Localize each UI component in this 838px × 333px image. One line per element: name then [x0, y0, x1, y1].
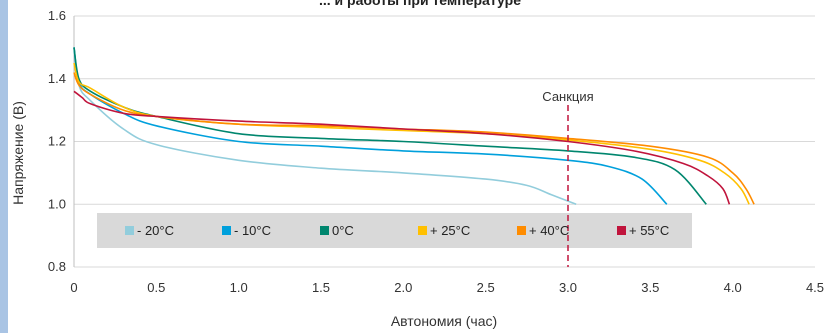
x-tick-label: 0 — [70, 280, 77, 295]
series-line — [73, 62, 750, 205]
y-tick-label: 1.4 — [48, 71, 66, 86]
series-lines — [73, 47, 755, 206]
series-line — [73, 90, 731, 205]
series-line — [73, 72, 755, 205]
legend-label: + 25°C — [430, 223, 470, 238]
y-tick-label: 1.6 — [48, 8, 66, 23]
legend-label: + 40°C — [529, 223, 569, 238]
x-tick-label: 1.5 — [312, 280, 330, 295]
x-tick-label: 3.0 — [559, 280, 577, 295]
x-tick-label: 3.5 — [641, 280, 659, 295]
legend-swatch — [222, 226, 231, 235]
chart-title: ... и работы при температуре — [319, 0, 521, 8]
x-tick-label: 4.5 — [806, 280, 824, 295]
series-line — [73, 47, 577, 206]
x-tick-label: 1.0 — [230, 280, 248, 295]
y-tick-label: 1.0 — [48, 196, 66, 211]
legend-swatch — [125, 226, 134, 235]
x-axis-title: Автономия (час) — [391, 313, 497, 329]
x-tick-label: 2.5 — [477, 280, 495, 295]
y-tick-labels: 0.8 1.0 1.2 1.4 1.6 — [48, 8, 66, 274]
legend-swatch — [517, 226, 526, 235]
legend-label: - 10°C — [234, 223, 271, 238]
legend-swatch — [418, 226, 427, 235]
legend-box — [97, 213, 692, 248]
left-accent-strip — [0, 0, 8, 333]
y-tick-label: 1.2 — [48, 134, 66, 149]
legend-label: - 20°C — [137, 223, 174, 238]
legend-label: 0°C — [332, 223, 354, 238]
y-axis-title: Напряжение (В) — [10, 101, 26, 205]
sanction-label: Санкция — [542, 89, 593, 104]
sanction-annotation: Санкция — [542, 89, 594, 267]
series-line — [73, 47, 707, 205]
legend-swatch — [320, 226, 329, 235]
x-tick-label: 4.0 — [724, 280, 742, 295]
x-tick-label: 0.5 — [147, 280, 165, 295]
legend: - 20°C - 10°C 0°C + 25°C + 40°C + 55°C — [125, 223, 669, 238]
x-tick-label: 2.0 — [394, 280, 412, 295]
series-line — [73, 47, 668, 205]
legend-swatch — [617, 226, 626, 235]
y-tick-label: 0.8 — [48, 259, 66, 274]
legend-label: + 55°C — [629, 223, 669, 238]
grid-lines — [73, 15, 815, 268]
x-tick-labels: 0 0.5 1.0 1.5 2.0 2.5 3.0 3.5 4.0 4.5 — [70, 280, 824, 295]
